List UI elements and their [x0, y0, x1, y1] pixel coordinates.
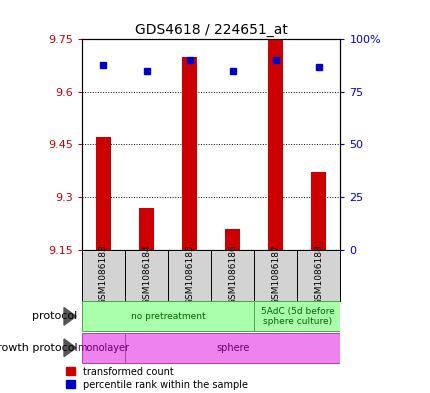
FancyBboxPatch shape [168, 250, 211, 301]
FancyBboxPatch shape [125, 333, 340, 363]
Polygon shape [64, 339, 76, 356]
FancyBboxPatch shape [297, 250, 340, 301]
Bar [95, 138, 111, 250]
FancyBboxPatch shape [82, 250, 125, 301]
Polygon shape [64, 308, 76, 325]
Bar [267, 39, 283, 250]
FancyBboxPatch shape [125, 250, 168, 301]
Text: GSM1086184: GSM1086184 [142, 245, 150, 305]
Text: sphere: sphere [215, 343, 249, 353]
Bar [310, 173, 326, 250]
Text: no pretreatment: no pretreatment [130, 312, 205, 321]
Bar [225, 228, 240, 250]
Text: GSM1086183: GSM1086183 [99, 245, 108, 305]
Text: monolayer: monolayer [77, 343, 129, 353]
Text: 5AdC (5d before
sphere culture): 5AdC (5d before sphere culture) [260, 307, 334, 326]
Text: GSM1086188: GSM1086188 [314, 245, 322, 305]
Legend: transformed count, percentile rank within the sample: transformed count, percentile rank withi… [66, 367, 247, 390]
FancyBboxPatch shape [82, 301, 254, 331]
Text: GSM1086187: GSM1086187 [271, 245, 280, 305]
Text: GSM1086186: GSM1086186 [228, 245, 236, 305]
Text: protocol: protocol [32, 311, 77, 321]
FancyBboxPatch shape [82, 333, 125, 363]
FancyBboxPatch shape [254, 250, 297, 301]
Title: GDS4618 / 224651_at: GDS4618 / 224651_at [135, 23, 287, 37]
Text: growth protocol: growth protocol [0, 343, 77, 353]
Text: GSM1086185: GSM1086185 [185, 245, 194, 305]
FancyBboxPatch shape [211, 250, 254, 301]
Bar [181, 57, 197, 250]
FancyBboxPatch shape [254, 301, 340, 331]
Bar [138, 208, 154, 250]
